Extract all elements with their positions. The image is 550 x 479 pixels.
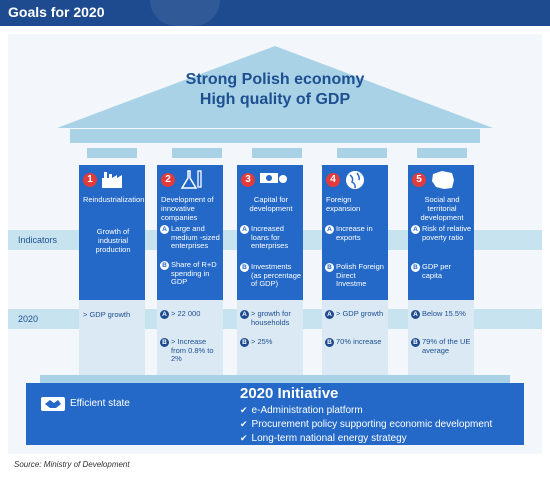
indicator-text: Increase in exports — [336, 224, 373, 242]
page-title: Goals for 2020 — [8, 4, 105, 20]
pillar-number: 5 — [412, 173, 426, 187]
marker-a: A — [240, 310, 249, 319]
pillar-capital: 3 Capital for development A Increased lo… — [237, 165, 303, 375]
pillar-title: Development of innovative companies — [161, 195, 214, 222]
pillar-bottom: A Below 15.5% B 79% of the UE average — [408, 300, 474, 375]
indicators-label: Indicators — [18, 235, 58, 245]
goal-text: 70% increase — [336, 337, 382, 346]
year-label: 2020 — [18, 314, 39, 324]
marker-b: B — [325, 263, 334, 272]
marker-b: B — [160, 338, 169, 347]
handshake-icon — [41, 397, 65, 411]
indicator-text: Increased loans for enterprises — [251, 224, 289, 250]
marker-a: A — [411, 225, 420, 234]
pillar-top: 5 Social and territorial development A R… — [408, 165, 474, 300]
initiative-item: ✔ Long-term national energy strategy — [240, 433, 407, 444]
marker-a: A — [160, 310, 169, 319]
goal-text: > GDP growth — [83, 310, 131, 319]
roof-title-line-2: High quality of GDP — [199, 91, 351, 108]
pillar-title: Capital for development — [249, 195, 293, 213]
initiative-item: ✔ Procurement policy supporting economic … — [240, 419, 492, 430]
indicator-text: Investments (as percentage of GDP) — [251, 262, 302, 288]
indicator-text: Risk of relative poverty ratio — [422, 224, 472, 242]
initiative-item-text: Long-term national energy strategy — [251, 433, 407, 444]
poland-map-icon — [432, 171, 454, 189]
pillar-reindustrialization: 1 Reindustrialization Growth of industri… — [79, 165, 145, 375]
pillar-innovative-companies: 2 Development of innovative companies A … — [157, 165, 223, 375]
pillar-top: 3 Capital for development A Increased lo… — [237, 165, 303, 300]
indicator-text: Large and medium -sized enterprises — [171, 224, 220, 250]
pillar-title: Reindustrialization — [83, 195, 145, 204]
temple-base-step — [40, 375, 510, 383]
header-bar: Goals for 2020 — [0, 0, 550, 26]
header-decoration — [150, 0, 220, 26]
marker-b: B — [240, 338, 249, 347]
marker-b: B — [325, 338, 334, 347]
initiative-item: ✔ e-Administration platform — [240, 405, 363, 416]
pillar-number: 3 — [241, 173, 255, 187]
marker-a: A — [325, 225, 334, 234]
pillar-number: 1 — [83, 173, 97, 187]
column-capital — [172, 148, 222, 158]
goal-text: > growth for households — [251, 309, 291, 327]
marker-a: A — [325, 310, 334, 319]
marker-b: B — [411, 263, 420, 272]
pillar-title: Social and territorial development — [420, 195, 464, 222]
initiative-item-text: Procurement policy supporting economic d… — [251, 419, 493, 430]
column-capital — [417, 148, 467, 158]
lab-flask-icon — [180, 170, 202, 189]
goal-text: 79% of the UE average — [422, 337, 471, 355]
goal-text: Below 15.5% — [422, 309, 466, 318]
goal-text: > Increase from 0.8% to 2% — [171, 337, 214, 363]
goal-text: > 25% — [251, 337, 273, 346]
factory-icon — [102, 172, 122, 188]
marker-a: A — [411, 310, 420, 319]
marker-b: B — [411, 338, 420, 347]
initiative-item-text: e-Administration platform — [251, 405, 363, 416]
pillar-foreign-expansion: 4 Foreign expansion A Increase in export… — [322, 165, 388, 375]
initiative-title: 2020 Initiative — [240, 385, 339, 402]
roof-title-line-1: Strong Polish economy — [185, 71, 365, 88]
column-capital — [252, 148, 302, 158]
pillar-top: 2 Development of innovative companies A … — [157, 165, 223, 300]
column-capital — [87, 148, 137, 158]
indicator-text: Growth of industrial production — [95, 227, 131, 254]
pillar-bottom: A > growth for households B > 25% — [237, 300, 303, 375]
goal-text: > 22 000 — [171, 309, 201, 318]
indicator-text: Share of R+D spending in GDP — [171, 260, 217, 286]
pillar-bottom: A > GDP growth B 70% increase — [322, 300, 388, 375]
efficient-state-label: Efficient state — [70, 398, 130, 409]
source-note: Source: Ministry of Development — [14, 460, 130, 469]
temple-base — [26, 383, 524, 445]
pillar-social-territorial: 5 Social and territorial development A R… — [408, 165, 474, 375]
marker-a: A — [240, 225, 249, 234]
money-icon — [260, 173, 287, 183]
pillar-number: 4 — [326, 173, 340, 187]
check-icon: ✔ — [240, 405, 248, 415]
pillar-bottom: A > 22 000 B > Increase from 0.8% to 2% — [157, 300, 223, 375]
marker-b: B — [160, 261, 169, 270]
pillar-title: Foreign expansion — [326, 195, 361, 213]
indicator-text: Polish Foreign Direct Investme — [336, 262, 384, 288]
pillar-top: 1 Reindustrialization Growth of industri… — [79, 165, 145, 300]
globe-icon — [346, 171, 364, 189]
pillar-bottom: > GDP growth — [79, 300, 145, 375]
goal-text: > GDP growth — [336, 309, 384, 318]
indicator-text: GDP per capita — [422, 262, 452, 280]
temple-roof — [57, 46, 493, 128]
marker-a: A — [160, 225, 169, 234]
pillar-number: 2 — [161, 173, 175, 187]
roof-title: Strong Polish economy High quality of GD… — [55, 70, 495, 110]
pillar-top: 4 Foreign expansion A Increase in export… — [322, 165, 388, 300]
check-icon: ✔ — [240, 419, 248, 429]
check-icon: ✔ — [240, 433, 248, 443]
roof-beam — [70, 129, 480, 143]
column-capital — [337, 148, 387, 158]
marker-b: B — [240, 263, 249, 272]
